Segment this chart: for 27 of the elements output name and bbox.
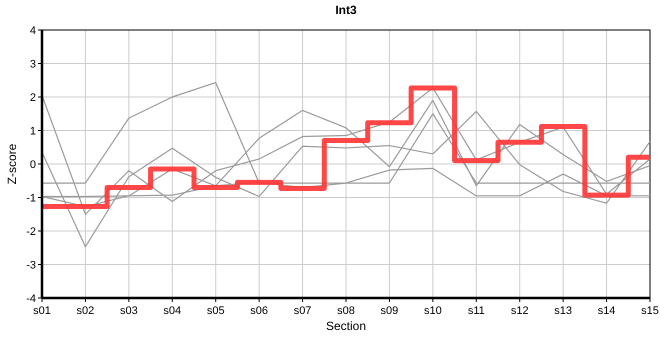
x-tick-label: s14 — [598, 305, 616, 317]
y-tick-label: -3 — [26, 259, 36, 272]
x-tick-label: s13 — [554, 305, 572, 317]
y-tick-label: 2 — [30, 92, 36, 104]
y-tick-label: 0 — [30, 158, 36, 171]
y-tick-label: -1 — [26, 192, 36, 204]
x-tick-label: s08 — [337, 305, 355, 317]
x-tick-label: s06 — [250, 305, 268, 317]
x-tick-label: s04 — [163, 305, 182, 317]
x-tick-label: s02 — [76, 305, 94, 317]
y-tick-label: -4 — [26, 292, 36, 305]
x-tick-label: s07 — [294, 305, 312, 317]
y-tick-label: 1 — [30, 125, 36, 138]
x-tick-label: s11 — [468, 305, 485, 317]
x-tick-label: s12 — [510, 305, 529, 317]
x-tick-label: s10 — [424, 305, 442, 317]
x-tick-label: s03 — [120, 305, 138, 317]
x-tick-label: s09 — [380, 305, 398, 317]
y-tick-label: -2 — [26, 226, 36, 238]
x-tick-label: s01 — [33, 305, 51, 317]
chart-title: Int3 — [335, 3, 357, 17]
x-tick-label: s05 — [206, 305, 225, 317]
y-tick-label: 4 — [30, 24, 36, 37]
x-axis-title: Section — [326, 319, 366, 333]
x-tick-label: s15 — [641, 305, 659, 317]
y-axis-title: Z-score — [5, 143, 19, 184]
y-tick-label: 3 — [30, 58, 36, 70]
